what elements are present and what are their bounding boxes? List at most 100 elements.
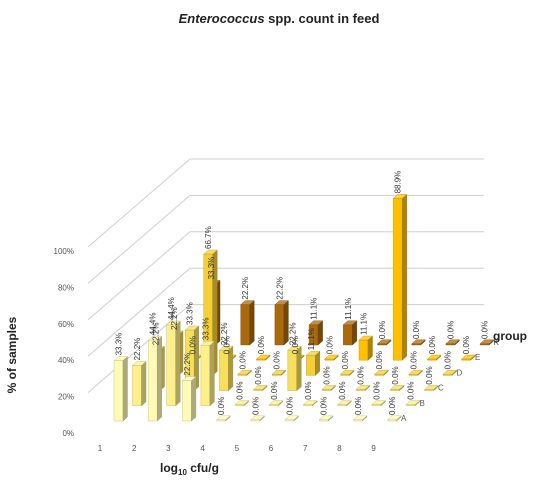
bar-top	[405, 400, 421, 405]
bar	[355, 384, 371, 392]
bar-top	[389, 385, 405, 390]
x-tick-label: 3	[166, 444, 171, 453]
bar-top	[321, 385, 337, 390]
value-label: 0.0%	[354, 397, 363, 415]
bar-top	[337, 400, 352, 405]
bar-top	[305, 350, 321, 356]
y-tick-label: 40%	[58, 356, 74, 365]
bar	[324, 354, 339, 361]
y-tick-label: 100%	[54, 247, 74, 256]
bar-top	[355, 385, 371, 390]
value-label: 0.0%	[291, 336, 300, 354]
value-label: 0.0%	[372, 382, 381, 400]
value-label: 22.2%	[183, 353, 192, 376]
bar	[302, 400, 318, 407]
gridline	[87, 231, 191, 321]
value-label: 44.4%	[149, 313, 158, 336]
bar	[113, 355, 129, 422]
bar	[318, 415, 334, 422]
bar	[271, 369, 287, 376]
value-label: 33.3%	[115, 333, 124, 356]
y-tick-label: 20%	[58, 393, 74, 402]
bar-top	[255, 354, 271, 360]
bar-top	[442, 370, 458, 375]
bar-top	[181, 376, 197, 381]
value-label: 33.3%	[201, 318, 210, 341]
value-label: 0.0%	[238, 351, 247, 369]
bar	[371, 400, 386, 407]
value-label: 0.0%	[320, 397, 329, 415]
bar-top	[218, 345, 234, 351]
bar	[387, 415, 402, 422]
value-label: 22.2%	[170, 307, 179, 330]
gridline	[87, 267, 191, 357]
bar	[339, 369, 355, 376]
value-label: 44.4%	[167, 297, 176, 320]
bar-top	[371, 400, 386, 405]
value-label: 0.0%	[481, 321, 490, 339]
chart-title-rest: spp. count in feed	[265, 11, 380, 26]
bar	[274, 300, 289, 346]
bar-side	[209, 340, 215, 407]
bar-front	[306, 354, 316, 376]
bar	[461, 354, 476, 361]
series-label: K	[494, 338, 500, 347]
bar-top	[479, 339, 495, 344]
bar-top	[424, 385, 439, 390]
bar-top	[237, 370, 252, 375]
gridline	[87, 195, 191, 284]
bar	[405, 400, 421, 407]
bar	[479, 339, 495, 346]
x-tick-label: 1	[98, 444, 103, 453]
bar	[426, 354, 442, 361]
value-label: 22.2%	[133, 338, 142, 361]
value-label: 88.9%	[394, 171, 403, 194]
value-label: 0.0%	[378, 321, 387, 339]
value-label: 22.2%	[241, 277, 250, 300]
bar-front	[358, 339, 369, 361]
value-label: 0.0%	[286, 397, 295, 415]
value-label: 0.0%	[446, 321, 455, 339]
bar-front	[287, 349, 297, 391]
bar	[218, 345, 234, 392]
value-label: 0.0%	[428, 336, 437, 354]
bar-side	[122, 355, 128, 422]
gridline	[87, 158, 191, 248]
bar-top	[426, 354, 442, 360]
bar-front	[113, 360, 124, 422]
gridline	[87, 304, 191, 393]
y-tick-label: 80%	[58, 283, 74, 292]
value-label: 0.0%	[325, 336, 334, 354]
value-label: 0.0%	[388, 397, 397, 415]
bar	[255, 354, 271, 361]
bar-front	[132, 365, 142, 406]
tick-labels: 0% 20% 40% 60% 80% 100% 1 2 3 4 5 6 7 8 9 A B C D E K	[54, 247, 500, 453]
series-label: C	[438, 384, 444, 393]
bar-front	[343, 324, 353, 346]
bar	[408, 369, 423, 376]
bar-top	[339, 370, 355, 375]
bar-front	[200, 344, 211, 406]
value-label: 33.3%	[186, 302, 195, 325]
bar	[411, 339, 426, 346]
series-label: D	[457, 368, 463, 377]
bar-top	[387, 415, 402, 420]
x-tick-label: 6	[269, 444, 274, 453]
bar	[166, 320, 181, 407]
bar-top	[287, 345, 302, 351]
bar	[131, 360, 147, 407]
bar-front	[182, 380, 192, 422]
grid-lines	[87, 158, 484, 393]
x-axis-label: log10 cfu/g	[160, 461, 219, 477]
bar-top	[240, 300, 255, 305]
value-label: 0.0%	[407, 382, 416, 400]
bar	[287, 345, 302, 392]
value-label: 0.0%	[189, 336, 198, 354]
x-tick-label: 9	[371, 444, 376, 453]
bar-top	[166, 320, 181, 326]
value-label: 0.0%	[391, 366, 400, 384]
x-axis-label-rest: cfu/g	[187, 461, 219, 475]
bar	[234, 400, 250, 407]
bar	[358, 335, 374, 361]
